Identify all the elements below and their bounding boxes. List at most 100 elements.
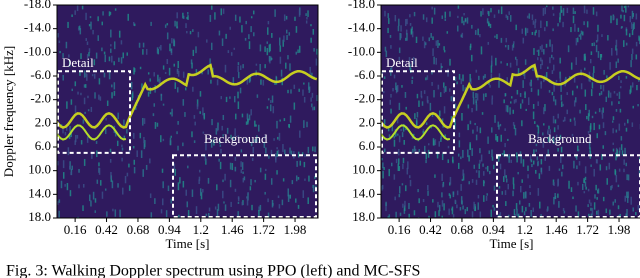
spectrogram-texture: [241, 201, 244, 206]
spectrogram-texture: [618, 75, 620, 81]
spectrogram-texture: [540, 81, 542, 89]
spectrogram-texture: [593, 122, 595, 131]
spectrogram-texture: [245, 137, 247, 142]
spectrogram-texture: [460, 196, 463, 204]
spectrogram-texture: [305, 13, 307, 17]
spectrogram-texture: [178, 214, 180, 218]
spectrogram-texture: [622, 10, 624, 13]
spectrogram-texture: [500, 134, 502, 142]
spectrogram-texture: [496, 34, 498, 40]
spectrogram-texture: [406, 33, 408, 41]
spectrogram-texture: [138, 42, 141, 48]
spectrogram-texture: [111, 55, 113, 63]
spectrogram-texture: [474, 30, 477, 35]
spectrogram-texture: [57, 33, 59, 38]
spectrogram-texture: [409, 63, 411, 71]
spectrogram-texture: [209, 58, 211, 67]
spectrogram-texture: [237, 65, 239, 73]
spectrogram-texture: [142, 49, 144, 55]
spectrogram-texture: [558, 168, 561, 171]
spectrogram-texture: [519, 151, 522, 157]
spectrogram-texture: [525, 207, 527, 212]
spectrogram-texture: [406, 18, 408, 25]
spectrogram-texture: [475, 69, 478, 73]
spectrogram-texture: [394, 196, 396, 201]
spectrogram-texture: [427, 185, 429, 191]
spectrogram-texture: [156, 47, 159, 54]
spectrogram-texture: [395, 82, 397, 90]
spectrogram-texture: [205, 158, 207, 165]
spectrogram-texture: [68, 135, 71, 139]
spectrogram-texture: [402, 123, 405, 132]
spectrogram-texture: [589, 147, 591, 153]
spectrogram-texture: [592, 72, 595, 81]
x-tick-label: 0.16: [388, 222, 411, 237]
spectrogram-texture: [471, 211, 474, 218]
spectrogram-texture: [493, 14, 496, 18]
spectrogram-texture: [533, 48, 535, 55]
spectrogram-texture: [241, 113, 244, 118]
spectrogram-texture: [490, 8, 492, 13]
spectrogram-texture: [618, 150, 621, 157]
spectrogram-texture: [409, 175, 411, 179]
spectrogram-texture: [110, 171, 112, 179]
spectrogram-texture: [117, 183, 119, 188]
spectrogram-texture: [602, 84, 605, 92]
spectrogram-texture: [128, 163, 130, 168]
spectrogram-texture: [523, 73, 526, 79]
y-tick-label: -2.0: [354, 91, 375, 106]
spectrogram-texture: [120, 57, 123, 64]
spectrogram-texture: [552, 6, 554, 10]
spectrogram-texture: [126, 52, 128, 56]
spectrogram-texture: [147, 72, 150, 75]
y-tick-label: 14.0: [352, 185, 375, 200]
spectrogram-texture: [139, 66, 142, 70]
spectrogram-texture: [579, 109, 581, 114]
spectrogram-texture: [402, 163, 404, 170]
spectrogram-texture: [511, 45, 514, 51]
x-tick-label: 1.2: [193, 222, 209, 237]
spectrogram-texture: [140, 150, 143, 158]
spectrogram-texture: [545, 5, 548, 8]
spectrogram-texture: [274, 82, 276, 85]
spectrogram-texture: [632, 24, 634, 31]
x-tick-label: 0.68: [127, 222, 150, 237]
spectrogram-texture: [393, 74, 396, 79]
spectrogram-texture: [456, 204, 458, 209]
spectrogram-texture: [456, 81, 458, 85]
spectrogram-texture: [583, 191, 586, 194]
spectrogram-texture: [393, 139, 396, 147]
spectrogram-texture: [615, 45, 617, 51]
spectrogram-texture: [88, 23, 91, 27]
spectrogram-texture: [259, 204, 262, 211]
spectrogram-texture: [176, 12, 178, 19]
spectrogram-texture: [385, 50, 388, 57]
spectrogram-texture: [625, 213, 627, 218]
spectrogram-texture: [462, 84, 464, 92]
spectrogram-texture: [495, 57, 497, 66]
spectrogram-texture: [142, 42, 145, 48]
spectrogram-texture: [542, 7, 545, 16]
spectrogram-texture: [498, 125, 500, 130]
spectrogram-texture: [554, 193, 556, 199]
spectrogram-texture: [436, 151, 439, 159]
spectrogram-texture: [62, 172, 65, 179]
spectrogram-texture: [250, 109, 252, 116]
spectrogram-texture: [458, 140, 461, 148]
spectrogram-texture: [149, 158, 151, 164]
spectrogram-texture: [390, 108, 392, 114]
spectrogram-texture: [499, 123, 502, 127]
spectrogram-texture: [557, 193, 559, 198]
spectrogram-texture: [537, 89, 540, 96]
spectrogram-texture: [273, 138, 275, 141]
spectrogram-texture: [145, 48, 148, 55]
spectrogram-texture: [570, 26, 572, 33]
spectrogram-texture: [468, 155, 470, 162]
spectrogram-texture: [597, 24, 599, 32]
spectrogram-texture: [162, 198, 164, 206]
spectrogram-texture: [547, 129, 549, 135]
spectrogram-texture: [559, 57, 561, 64]
spectrogram-texture: [133, 67, 135, 75]
spectrogram-texture: [551, 54, 553, 58]
